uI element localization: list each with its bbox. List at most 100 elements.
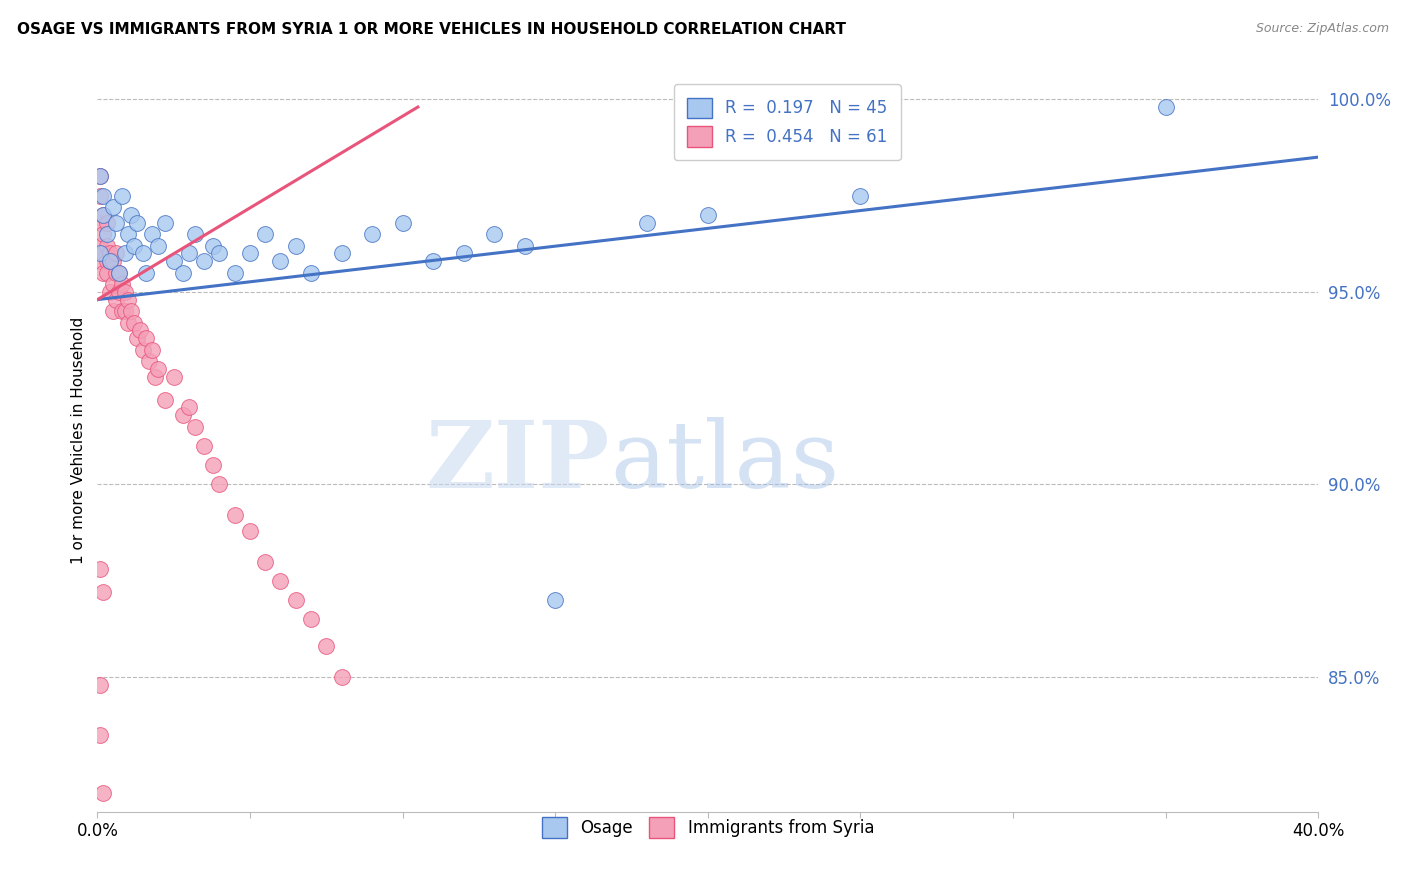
Point — [148, 238, 170, 252]
Point — [96, 238, 118, 252]
Point — [89, 246, 111, 260]
Point — [636, 216, 658, 230]
Point — [125, 331, 148, 345]
Point — [125, 216, 148, 230]
Point — [93, 188, 115, 202]
Point — [135, 331, 157, 345]
Point — [101, 304, 124, 318]
Point — [104, 266, 127, 280]
Point — [89, 169, 111, 184]
Point — [254, 227, 277, 241]
Point — [122, 316, 145, 330]
Point — [93, 786, 115, 800]
Point — [193, 254, 215, 268]
Point — [89, 216, 111, 230]
Point — [104, 216, 127, 230]
Point — [114, 304, 136, 318]
Text: ZIP: ZIP — [426, 417, 610, 508]
Point — [453, 246, 475, 260]
Point — [284, 238, 307, 252]
Point — [89, 678, 111, 692]
Point — [172, 266, 194, 280]
Point — [138, 354, 160, 368]
Point — [98, 285, 121, 299]
Point — [122, 238, 145, 252]
Point — [153, 392, 176, 407]
Point — [111, 277, 134, 292]
Point — [224, 266, 246, 280]
Point — [89, 562, 111, 576]
Point — [101, 277, 124, 292]
Point — [544, 593, 567, 607]
Point — [422, 254, 444, 268]
Point — [96, 227, 118, 241]
Point — [224, 508, 246, 523]
Point — [330, 246, 353, 260]
Point — [177, 401, 200, 415]
Point — [89, 728, 111, 742]
Point — [129, 323, 152, 337]
Point — [96, 216, 118, 230]
Point — [202, 458, 225, 473]
Point — [93, 208, 115, 222]
Point — [330, 670, 353, 684]
Point — [107, 266, 129, 280]
Point — [269, 254, 291, 268]
Point — [104, 293, 127, 307]
Point — [163, 369, 186, 384]
Point — [117, 316, 139, 330]
Text: OSAGE VS IMMIGRANTS FROM SYRIA 1 OR MORE VEHICLES IN HOUSEHOLD CORRELATION CHART: OSAGE VS IMMIGRANTS FROM SYRIA 1 OR MORE… — [17, 22, 846, 37]
Point — [98, 254, 121, 268]
Point — [93, 208, 115, 222]
Point — [89, 254, 111, 268]
Point — [132, 343, 155, 357]
Point — [184, 227, 207, 241]
Point — [391, 216, 413, 230]
Point — [101, 200, 124, 214]
Point — [114, 246, 136, 260]
Y-axis label: 1 or more Vehicles in Household: 1 or more Vehicles in Household — [72, 317, 86, 564]
Point — [111, 304, 134, 318]
Point — [269, 574, 291, 588]
Point — [1154, 100, 1177, 114]
Point — [104, 246, 127, 260]
Text: atlas: atlas — [610, 417, 839, 508]
Point — [117, 293, 139, 307]
Point — [93, 227, 115, 241]
Point — [101, 254, 124, 268]
Point — [111, 188, 134, 202]
Point — [284, 593, 307, 607]
Point — [184, 419, 207, 434]
Point — [89, 188, 111, 202]
Point — [202, 238, 225, 252]
Point — [513, 238, 536, 252]
Point — [208, 246, 231, 260]
Point — [141, 227, 163, 241]
Point — [153, 216, 176, 230]
Point — [239, 246, 262, 260]
Point — [132, 246, 155, 260]
Point — [696, 208, 718, 222]
Point — [148, 362, 170, 376]
Point — [299, 612, 322, 626]
Point — [117, 227, 139, 241]
Point — [361, 227, 384, 241]
Point — [177, 246, 200, 260]
Point — [141, 343, 163, 357]
Point — [98, 254, 121, 268]
Point — [98, 246, 121, 260]
Point — [172, 408, 194, 422]
Point — [315, 640, 337, 654]
Point — [163, 254, 186, 268]
Point — [107, 285, 129, 299]
Point — [96, 254, 118, 268]
Point — [254, 555, 277, 569]
Point — [143, 369, 166, 384]
Point — [135, 266, 157, 280]
Point — [93, 266, 115, 280]
Point — [849, 188, 872, 202]
Point — [114, 285, 136, 299]
Point — [93, 246, 115, 260]
Point — [193, 439, 215, 453]
Point — [208, 477, 231, 491]
